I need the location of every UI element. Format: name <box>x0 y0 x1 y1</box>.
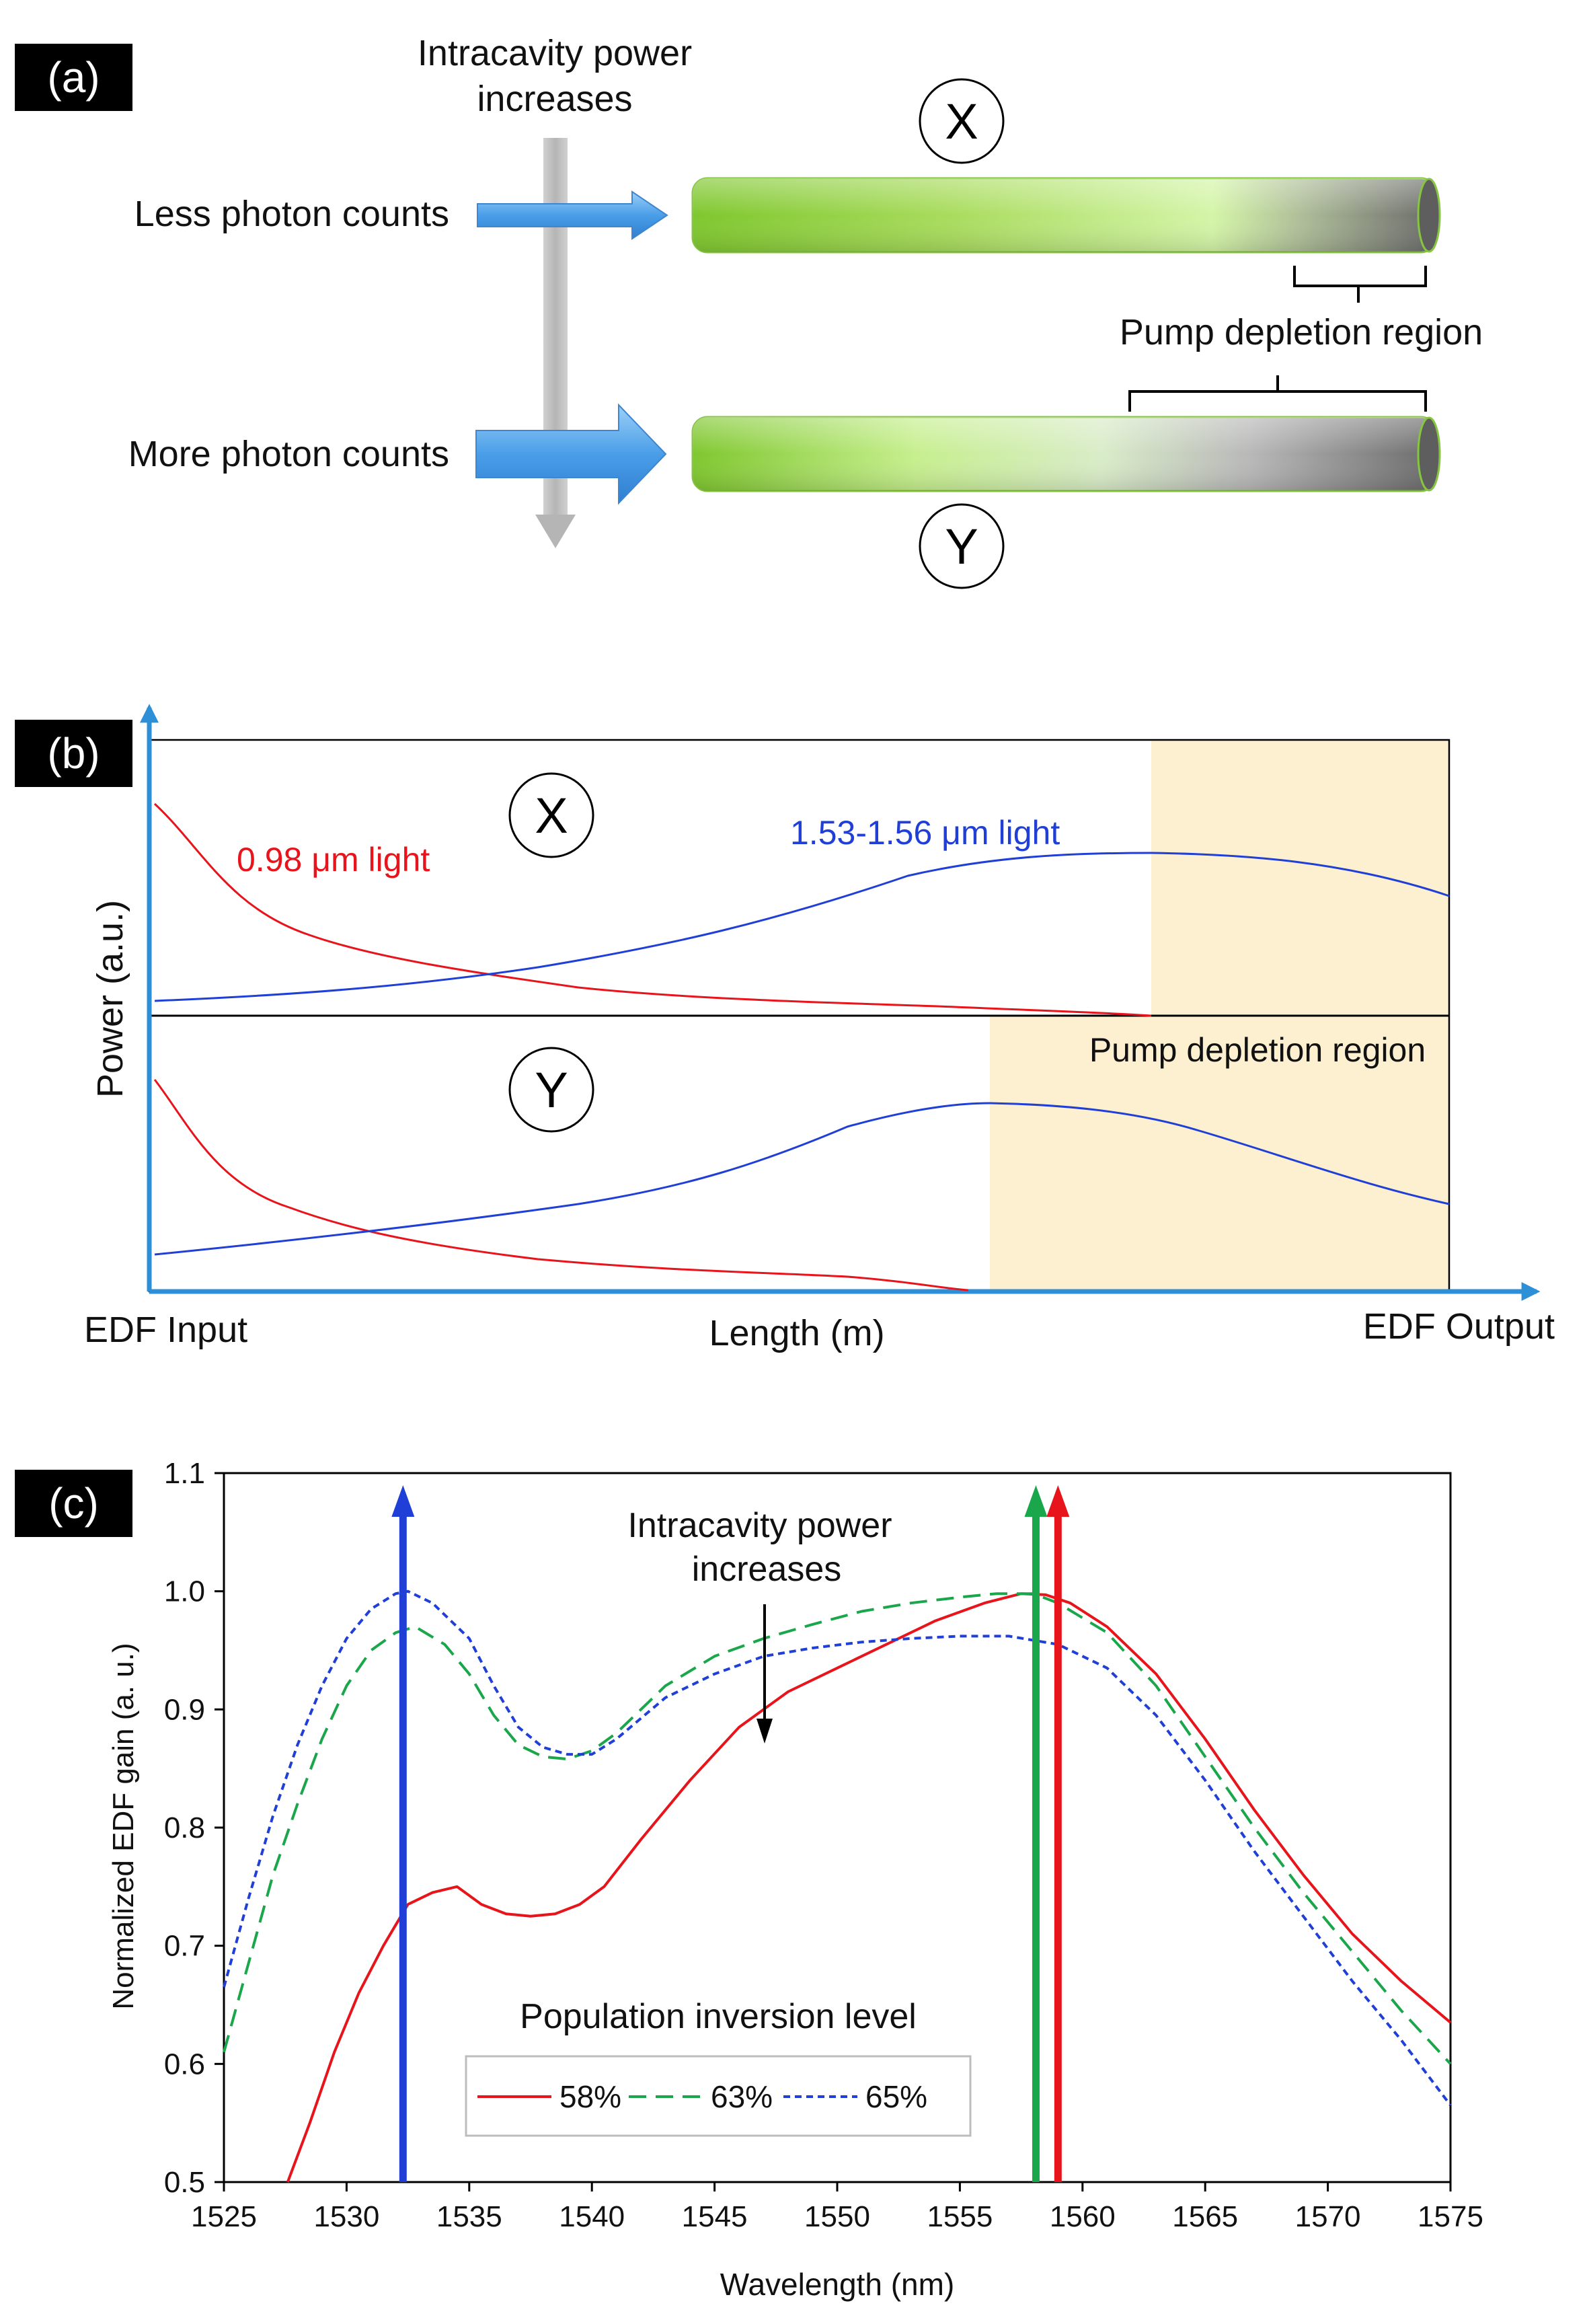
panel-a: Intracavity power increases Less photon … <box>128 33 1483 589</box>
wavelength-arrowhead <box>1046 1485 1070 1517</box>
y-tick-label: 0.8 <box>164 1811 205 1844</box>
x-tick-label: 1560 <box>1050 2200 1116 2233</box>
annotation-line2: increases <box>692 1550 842 1589</box>
wavelength-arrowhead <box>391 1485 415 1517</box>
fiber-x-end <box>1417 178 1441 253</box>
intracavity-arrow <box>535 138 576 548</box>
intracavity-label-line2: increases <box>477 79 632 119</box>
legend-title: Population inversion level <box>520 1997 917 2036</box>
y-tick-label: 0.6 <box>164 2048 205 2081</box>
marker-y-label-b: Y <box>535 1062 568 1118</box>
less-photon-arrow <box>477 190 668 240</box>
x-axis-label-c: Wavelength (nm) <box>720 2267 955 2302</box>
more-photon-label: More photon counts <box>128 434 449 474</box>
brace-x <box>1293 266 1427 303</box>
depletion-region-x <box>1151 740 1449 1016</box>
wavelength-arrowhead <box>1024 1485 1048 1517</box>
y-tick-label: 1.1 <box>164 1457 205 1490</box>
fiber-y-end <box>1417 416 1441 492</box>
x-tick-label: 1525 <box>191 2200 257 2233</box>
x-tick-label: 1555 <box>927 2200 993 2233</box>
less-photon-label: Less photon counts <box>134 194 449 234</box>
x-axis-label-b: Length (m) <box>709 1313 884 1353</box>
y-axis-label-b: Power (a.u.) <box>90 900 130 1098</box>
pump-depletion-label-b: Pump depletion region <box>1089 1031 1426 1069</box>
panel-c-tag: (c) <box>15 1470 132 1537</box>
x-tick-label: 1540 <box>559 2200 625 2233</box>
panel-b: X Y 0.98 μm light 1.53-1.56 μm light Pum… <box>84 704 1555 1353</box>
marker-x-circle <box>919 78 1005 164</box>
marker-x-label: X <box>945 93 978 149</box>
more-photon-arrow <box>475 403 667 505</box>
pump-depletion-label-a: Pump depletion region <box>1120 312 1483 352</box>
x-start-label: EDF Input <box>84 1310 247 1350</box>
panel-c: 1525 1530 1535 1540 1545 1550 1555 1560 1565 1570… <box>107 1457 1483 2302</box>
brace-y <box>1128 375 1427 412</box>
signal-light-label: 1.53-1.56 μm light <box>790 814 1060 852</box>
marker-y-circle <box>919 503 1005 589</box>
signal-curve-y <box>154 1102 1450 1256</box>
series-line-63pct <box>223 1592 1452 2065</box>
x-tick-label: 1535 <box>436 2200 502 2233</box>
pump-curve-y <box>153 1079 969 1291</box>
y-tick-label: 0.9 <box>164 1693 205 1726</box>
marker-y-circle-b <box>508 1047 594 1133</box>
chart-series <box>223 1589 1452 2183</box>
x-end-label: EDF Output <box>1363 1306 1555 1347</box>
annotation-line1: Intracavity power <box>627 1506 892 1545</box>
x-tick-label: 1545 <box>682 2200 748 2233</box>
x-tick-label: 1575 <box>1418 2200 1483 2233</box>
legend-label: 58% <box>559 2079 621 2114</box>
pump-light-label: 0.98 μm light <box>237 841 430 878</box>
marker-x-label-b: X <box>535 788 568 844</box>
series-line-65pct <box>223 1589 1452 2107</box>
panel-b-tag: (b) <box>15 720 132 787</box>
x-tick-label: 1565 <box>1172 2200 1238 2233</box>
x-tick-label: 1530 <box>313 2200 379 2233</box>
legend-label: 63% <box>711 2079 773 2114</box>
y-axis-label-c: Normalized EDF gain (a. u.) <box>107 1643 140 2009</box>
x-tick-label: 1550 <box>804 2200 870 2233</box>
chart-arrows <box>391 1485 1070 2182</box>
chart-ticks: 1525 1530 1535 1540 1545 1550 1555 1560 1565 1570… <box>164 1457 1483 2233</box>
pump-curve-x <box>153 802 1152 1017</box>
signal-curve-x <box>154 852 1450 1002</box>
series-line-58pct <box>286 1592 1452 2183</box>
legend-label: 65% <box>865 2079 927 2114</box>
y-tick-label: 0.5 <box>164 2166 205 2199</box>
intracavity-label-line1: Intracavity power <box>418 33 692 73</box>
marker-x-circle-b <box>508 772 594 858</box>
x-tick-label: 1570 <box>1295 2200 1361 2233</box>
legend-items: 58% 63% 65% <box>477 2079 927 2114</box>
marker-y-label: Y <box>945 519 978 574</box>
depletion-region-y <box>990 1016 1449 1291</box>
y-tick-label: 0.7 <box>164 1930 205 1963</box>
panel-a-tag: (a) <box>15 44 132 111</box>
intracavity-down-arrowhead <box>757 1719 773 1744</box>
y-tick-label: 1.0 <box>164 1575 205 1608</box>
